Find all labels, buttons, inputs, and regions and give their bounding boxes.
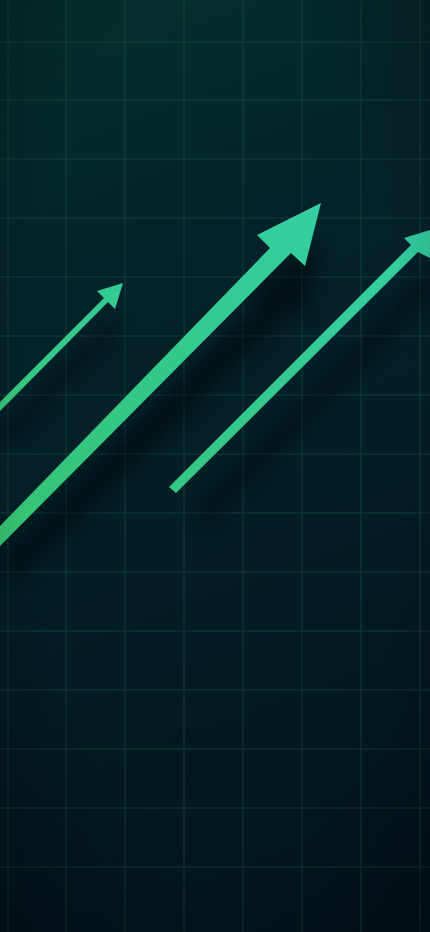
vignette-overlay [0, 0, 430, 932]
growth-arrows-illustration [0, 0, 430, 932]
growth-background-screen [0, 0, 430, 932]
